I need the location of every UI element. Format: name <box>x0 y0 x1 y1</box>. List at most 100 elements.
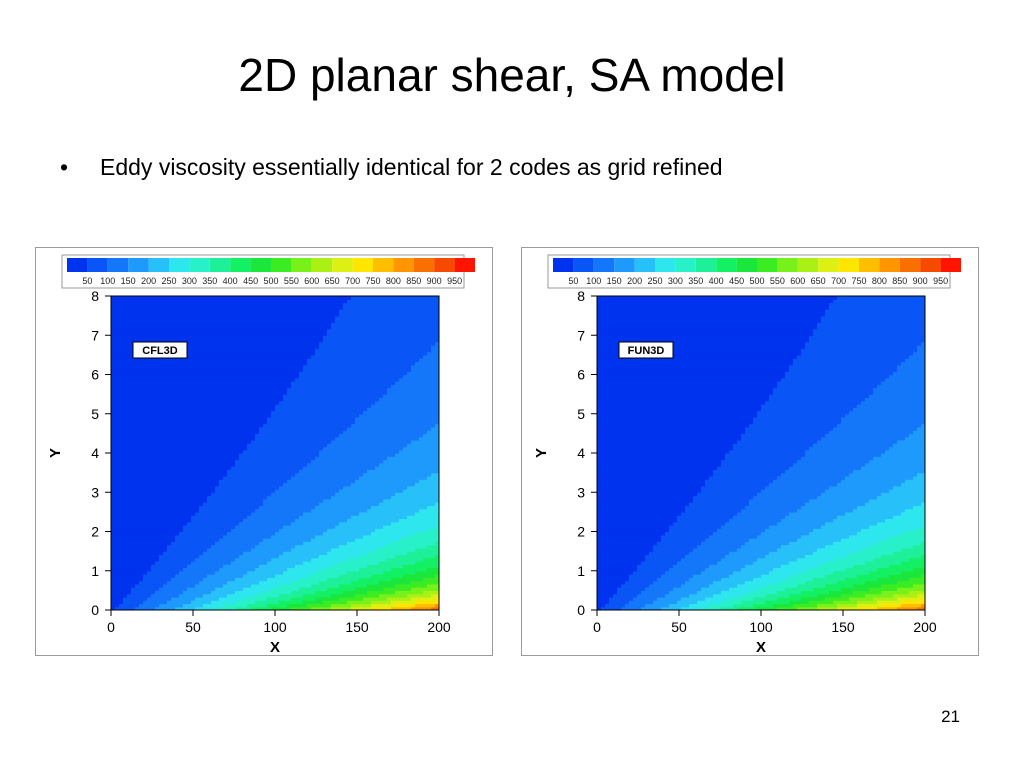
contour-cell <box>207 417 212 421</box>
contour-cell <box>359 570 364 575</box>
contour-cell <box>243 462 248 467</box>
contour-cell <box>151 466 156 470</box>
contour-cell <box>267 502 272 506</box>
contour-cell <box>183 413 188 418</box>
contour-cell <box>203 475 208 480</box>
contour-cell <box>251 433 256 438</box>
contour-cell <box>139 469 144 474</box>
contour-cell <box>167 596 172 601</box>
contour-cell <box>111 531 116 536</box>
contour-cell <box>395 436 400 441</box>
contour-cell <box>299 436 304 441</box>
contour-cell <box>235 446 240 451</box>
contour-cell <box>203 433 208 438</box>
contour-cell <box>355 577 360 582</box>
contour-cell <box>359 534 364 539</box>
contour-cell <box>427 453 432 457</box>
contour-cell <box>315 511 320 516</box>
contour-cell <box>239 459 244 464</box>
contour-cell <box>211 524 216 529</box>
contour-cell <box>219 459 224 464</box>
contour-cell <box>255 557 260 562</box>
contour-cell <box>435 511 439 516</box>
contour-cell <box>395 596 400 601</box>
contour-cell <box>351 587 356 591</box>
contour-cell <box>391 423 396 428</box>
contour-cell <box>243 449 248 454</box>
contour-cell <box>427 511 432 516</box>
contour-cell <box>203 423 208 428</box>
contour-cell <box>395 518 400 523</box>
contour-cell <box>295 495 300 500</box>
contour-cell <box>183 580 188 585</box>
contour-cell <box>319 469 324 474</box>
contour-cell <box>303 590 308 595</box>
contour-cell <box>431 521 436 526</box>
contour-cell <box>363 570 368 575</box>
contour-cell <box>267 534 272 539</box>
contour-cell <box>299 515 304 520</box>
contour-cell <box>187 485 192 490</box>
contour-cell <box>347 498 352 503</box>
contour-cell <box>367 531 372 536</box>
contour-cell <box>167 443 172 448</box>
contour-cell <box>383 462 388 467</box>
contour-cell <box>187 534 192 539</box>
contour-cell <box>363 417 368 421</box>
contour-cell <box>191 511 196 516</box>
contour-cell <box>315 600 320 605</box>
contour-cell <box>231 538 236 542</box>
contour-cell <box>299 439 304 444</box>
contour-cell <box>359 495 364 500</box>
contour-cell <box>311 462 316 467</box>
contour-cell <box>367 456 372 461</box>
contour-cell <box>399 554 404 559</box>
contour-cell <box>147 508 152 513</box>
contour-cell <box>131 446 136 451</box>
contour-cell <box>255 593 260 598</box>
contour-cell <box>351 456 356 461</box>
contour-cell <box>215 528 220 533</box>
contour-cell <box>171 511 176 516</box>
contour-cell <box>159 511 164 516</box>
contour-cell <box>211 583 216 588</box>
contour-cell <box>287 469 292 474</box>
contour-cell <box>287 557 292 562</box>
contour-cell <box>271 505 276 510</box>
contour-cell <box>207 443 212 448</box>
contour-cell <box>123 544 128 549</box>
legend-tick-label: 850 <box>406 276 421 286</box>
contour-cell <box>427 541 432 546</box>
contour-cell <box>263 495 268 500</box>
contour-cell <box>267 413 272 418</box>
contour-cell <box>211 570 216 575</box>
contour-cell <box>151 413 156 418</box>
contour-cell <box>415 453 420 457</box>
contour-cell <box>311 538 316 542</box>
contour-cell <box>371 456 376 461</box>
contour-cell <box>411 439 416 444</box>
contour-cell <box>271 587 276 591</box>
contour-cell <box>371 498 376 503</box>
contour-cell <box>191 524 196 529</box>
contour-cell <box>331 528 336 533</box>
contour-cell <box>227 547 232 552</box>
contour-cell <box>375 570 380 575</box>
contour-cell <box>311 518 316 523</box>
contour-cell <box>431 505 436 510</box>
contour-cell <box>395 587 400 591</box>
contour-cell <box>339 449 344 454</box>
contour-cell <box>163 534 168 539</box>
contour-cell <box>283 554 288 559</box>
contour-cell <box>163 564 168 569</box>
contour-cell <box>295 459 300 464</box>
contour-cell <box>403 557 408 562</box>
contour-cell <box>371 462 376 467</box>
contour-cell <box>167 547 172 552</box>
contour-cell <box>263 596 268 601</box>
contour-cell <box>119 551 124 555</box>
contour-cell <box>231 587 236 591</box>
contour-cell <box>291 485 296 490</box>
contour-cell <box>139 580 144 585</box>
contour-cell <box>295 420 300 425</box>
